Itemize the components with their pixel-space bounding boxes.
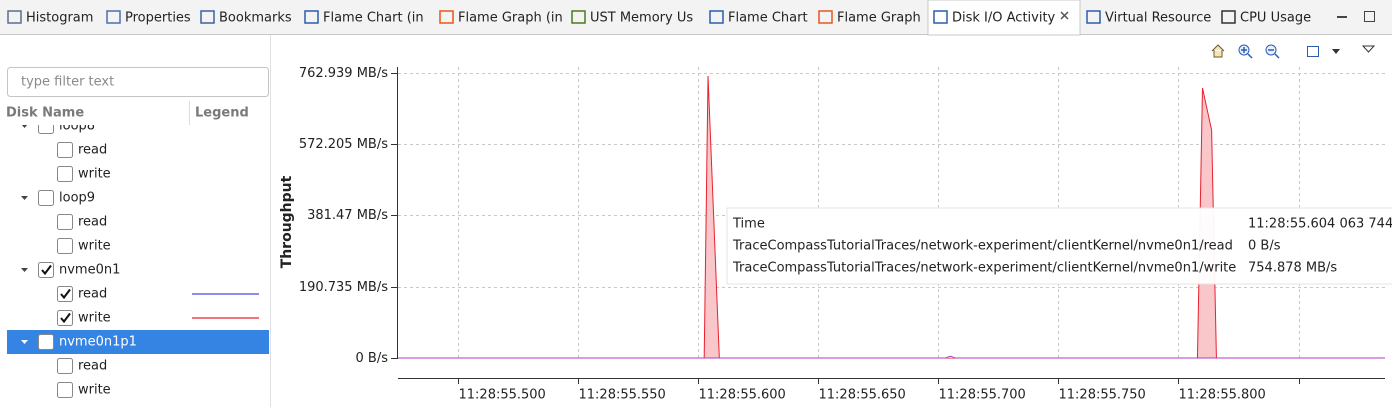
tabs: Histogram Properties Bookmarks Flame Chart … [7,0,1311,36]
y-axis-title: Throughput [279,175,295,268]
y-tick-label: 572.205 MB/s [299,137,388,152]
x-tick-label: 11:28:55.550 [579,388,666,403]
check-mark [60,288,71,300]
tooltip-value: 11:28:55.604 063 744 [1248,217,1392,232]
row-label: read [78,215,107,230]
tooltip-box [726,207,1392,285]
tab-icon [709,10,724,24]
x-tick-label: 11:28:55.600 [699,388,786,403]
tab-label: CPU Usage [1240,11,1311,26]
expand-arrow[interactable] [21,268,28,272]
checkbox[interactable] [57,142,73,158]
tab-label: Flame Chart (in [323,11,424,26]
zoom-in-icon [1241,47,1253,59]
tab-icon [571,10,586,24]
checkbox[interactable] [57,286,73,302]
row-label: write [78,239,111,254]
checkbox[interactable] [57,166,73,182]
row-label: write [78,311,111,326]
y-tick-label: 762.939 MB/s [299,66,388,81]
expand-arrow[interactable] [21,124,28,128]
checkbox[interactable] [57,382,73,398]
row-label: read [78,287,107,302]
tab-icon [1086,10,1101,24]
row-label: nvme0n1 [59,263,120,278]
tab-label: Virtual Resource [1105,11,1211,26]
tab-icon [200,10,215,24]
tab-label: Flame Chart [728,11,808,26]
y-tick-label: 190.735 MB/s [299,280,388,295]
reset-button[interactable] [1211,44,1225,58]
dropdown-arrow[interactable] [1332,49,1340,54]
x-tick-label: 11:28:55.800 [1179,388,1266,403]
toolbar [1211,44,1376,59]
row-label: nvme0n1p1 [59,335,137,350]
tab-label: Disk I/O Activity [952,11,1056,26]
row-label: read [78,143,107,158]
x-tick-label: 11:28:55.650 [819,388,906,403]
filter: type filter text [7,67,269,97]
view-menu[interactable] [1361,45,1376,53]
tab-icon [106,10,121,24]
close-button[interactable] [1060,11,1069,20]
tab-label: Flame Graph [837,11,921,26]
tab-label: Histogram [26,11,93,26]
checkbox[interactable] [57,358,73,374]
tab-icon [933,10,948,24]
active-tab[interactable] [927,0,1081,36]
tab-label: UST Memory Us [590,11,693,26]
tree: loop8 read write loop9 read write nvme0n1 read w… [7,119,269,398]
filter-input[interactable] [7,67,269,97]
y-tick-label: 0 B/s [356,351,389,366]
row-label: read [78,359,107,374]
tab-icon [7,10,22,24]
tooltip-key: TraceCompassTutorialTraces/network-exper… [732,261,1236,276]
tab-icon [304,10,319,24]
tooltip-value: 0 B/s [1248,239,1281,254]
chart: Throughput 0 B/s 190.735 MB/s 381.47 MB/s 5… [279,66,1385,403]
check-mark [60,312,71,324]
row-label: loop9 [59,191,95,206]
tooltip-key: Time [732,217,765,232]
row-label: write [78,167,111,182]
checkbox[interactable] [38,190,54,206]
checkbox[interactable] [38,119,54,134]
tab-label: Properties [125,11,191,26]
row-label: loop8 [59,119,95,134]
tooltip-key: TraceCompassTutorialTraces/network-exper… [732,239,1233,254]
x-tick-label: 11:28:55.750 [1059,388,1146,403]
expand-arrow[interactable] [21,340,28,344]
checkbox[interactable] [57,214,73,230]
tab-bar [0,0,1392,34]
row-label: write [78,383,111,398]
checkbox[interactable] [57,310,73,326]
maximize[interactable] [1364,11,1375,22]
filter-placeholder: type filter text [21,75,114,90]
checkbox[interactable] [57,238,73,254]
x-tick-label: 11:28:55.700 [939,388,1026,403]
tab-label: Bookmarks [219,11,292,26]
tab-icon [439,10,454,24]
column-header[interactable]: Legend [195,106,249,121]
checkbox[interactable] [38,334,54,350]
expand-arrow[interactable] [21,196,28,200]
y-tick-label: 381.47 MB/s [307,208,388,223]
view-menu-button[interactable] [1307,46,1319,57]
column-header[interactable]: Disk Name [6,106,84,121]
tab-label: Flame Graph (in [458,11,563,26]
tooltip-value: 754.878 MB/s [1248,261,1337,276]
window-buttons [1337,11,1375,22]
tooltip: Time 11:28:55.604 063 744 TraceCompassTuto… [726,207,1392,285]
tab-icon [1221,10,1236,24]
tab-icon [818,10,833,24]
x-tick-label: 11:28:55.500 [459,388,546,403]
tree-header: Disk Name Legend [6,101,249,125]
check-mark [41,264,52,276]
checkbox[interactable] [38,262,54,278]
series-line [398,355,1385,359]
zoom-out-icon [1268,49,1280,59]
